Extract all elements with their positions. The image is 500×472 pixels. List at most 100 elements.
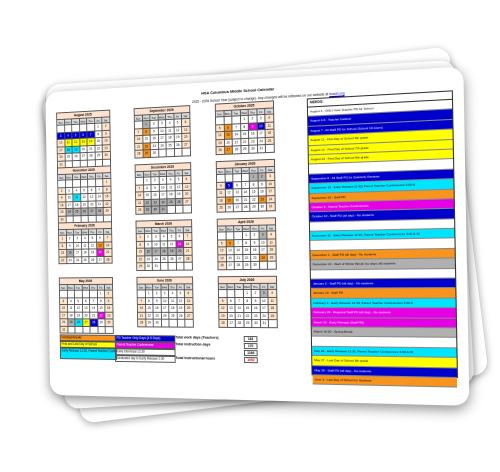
calendar-day: 24 — [73, 256, 82, 264]
calendar-day — [183, 262, 192, 270]
month-table: November 2025 Sun Mon Tue Wed Thu Fri Sat 1 2 3 4 5 6… — [57, 165, 112, 223]
calendar-day: 19 — [176, 304, 185, 312]
calendar-day: 4 — [266, 230, 276, 239]
calendar-day: 5 — [218, 297, 227, 305]
calendar-day — [168, 319, 177, 327]
calendar-day: 2 — [104, 290, 113, 298]
calendar-day: 23 — [104, 311, 113, 319]
month-table: August 2025 Sun Mon Tue Wed Thu Fri Sat 1 2 3 4 5 6 7 8… — [56, 110, 111, 169]
calendar-day — [181, 147, 191, 156]
calendar-day: 20 — [175, 247, 184, 255]
calendar-day — [105, 326, 113, 334]
calendar-day: 10 — [259, 296, 269, 305]
calendar-day: 4 — [267, 289, 277, 297]
calendar-day: 30 — [258, 202, 267, 211]
calendar-day: 7 — [234, 297, 244, 305]
calendar-day — [89, 290, 98, 298]
calendar-day: 22 — [58, 256, 67, 264]
calendar-day — [184, 319, 193, 327]
calendar-day: 13 — [175, 240, 184, 248]
calendar-day: 10 — [258, 238, 268, 247]
calendar-day: 17 — [152, 247, 160, 256]
calendar-day: 24 — [160, 311, 169, 320]
calendar-day: 23 — [153, 311, 162, 320]
calendar-day: 26 — [218, 319, 228, 327]
calendar-day: 1 — [144, 289, 153, 298]
calendar-day: 23 — [144, 255, 153, 263]
calendar-day: 25 — [168, 311, 177, 320]
calendar-day: 17 — [258, 246, 268, 254]
calendar-day: 9 — [251, 296, 260, 305]
calendar-day: 12 — [167, 240, 176, 248]
month-table: September 2025 Sun Mon Tue Wed Thu Fri Sat 1 2 3 4 5… — [134, 105, 191, 158]
calendar-day: 25 — [216, 204, 226, 212]
calendar-day — [166, 148, 175, 157]
calendar-day: 17 — [73, 249, 82, 257]
calendar-day: 4 — [168, 289, 177, 298]
needs-list: August 3 - ONLY New Teacher PD for Schoo… — [307, 99, 458, 388]
calendar-day: 11 — [267, 296, 277, 305]
calendar-day: 13 — [226, 304, 236, 312]
total-value: 1052 — [244, 357, 258, 364]
calendar-day — [74, 290, 82, 298]
calendar-day — [89, 326, 98, 334]
calendar-day: 25 — [67, 318, 75, 326]
calendar-day: 5 — [74, 297, 83, 305]
calendar-day: 27 — [96, 255, 105, 264]
calendar-day: 18 — [268, 304, 277, 313]
calendar-day: 16 — [152, 304, 161, 312]
calendar-day — [267, 261, 276, 269]
calendar-day: 22 — [136, 255, 145, 263]
calendar-day — [137, 289, 146, 298]
calendar-day: 18 — [159, 247, 168, 256]
legend-item: Dedicated day to Early Release 2:30 — [115, 355, 176, 363]
calendar-day: 2 — [152, 289, 161, 298]
needs-panel: NEEDS: August 3 - ONLY New Teacher PD fo… — [306, 90, 459, 388]
calendar-day: 25 — [81, 256, 89, 264]
calendar-day: 30 — [248, 144, 258, 153]
calendar-day: 13 — [225, 246, 235, 255]
calendar-day — [174, 205, 184, 213]
calendar-day: 30 — [153, 319, 162, 327]
calendar-day: 26 — [215, 146, 225, 155]
calendar-day: 3 — [259, 289, 268, 297]
calendar-day: 27 — [184, 311, 193, 320]
legend-item: Early Release 12:30, Parent Teacher Conf… — [59, 347, 117, 360]
calendar-day: 25 — [159, 255, 168, 263]
calendar-day: 27 — [82, 318, 90, 327]
calendar-day: 19 — [167, 247, 176, 256]
calendar-day: 28 — [235, 319, 244, 328]
calendar-day — [225, 231, 234, 240]
calendar-day: 6 — [226, 297, 235, 305]
total-value: 170 — [243, 343, 258, 350]
calendar-day — [160, 262, 169, 270]
calendar-day: 6 — [225, 239, 234, 247]
calendar-day: 14 — [233, 246, 243, 255]
calendar-day: 29 — [145, 319, 154, 327]
calendar-day: 5 — [217, 239, 226, 247]
calendar-day: 17 — [160, 304, 169, 312]
calendar-day — [67, 325, 76, 334]
calendar-day: 22 — [242, 253, 251, 262]
calendar-day: 18 — [168, 304, 177, 312]
month-table: January 2026 Sun Mon Tue Wed Thu Fri Sat 1 2 3 4 5 6 7… — [216, 159, 276, 212]
calendar-day: 13 — [82, 304, 90, 312]
month-table: October 2025 Sun Mon Tue Wed Thu Fri Sat 1 2 3 4 5 6 7… — [215, 100, 275, 155]
calendar-day: 18 — [267, 246, 276, 254]
calendar-day: 1 — [241, 231, 251, 240]
calendar-day: 30 — [105, 318, 113, 327]
calendar-day: 21 — [235, 311, 244, 320]
calendar-day — [182, 205, 192, 213]
needs-item: January 5 - Staff PD (all day) - No stud… — [310, 278, 456, 290]
calendar-day: 11 — [67, 304, 75, 312]
calendar-day — [82, 326, 91, 334]
calendar-day — [167, 262, 177, 270]
calendar-day: 23 — [66, 256, 74, 264]
calendar-day: 11 — [266, 238, 276, 247]
needs-item: June 3 - Last Day of School for Students — [312, 375, 458, 388]
calendar-day: 16 — [250, 246, 259, 254]
calendar-day: 15 — [145, 304, 154, 312]
legend-area: Holidays/Breaks First and Last Day of Sch… — [59, 334, 306, 389]
month-table: December 2025 Sun Mon Tue Wed Thu Fri Sat 1 2 3 4 5 6… — [135, 162, 192, 214]
calendar-day: 17 — [59, 311, 68, 319]
